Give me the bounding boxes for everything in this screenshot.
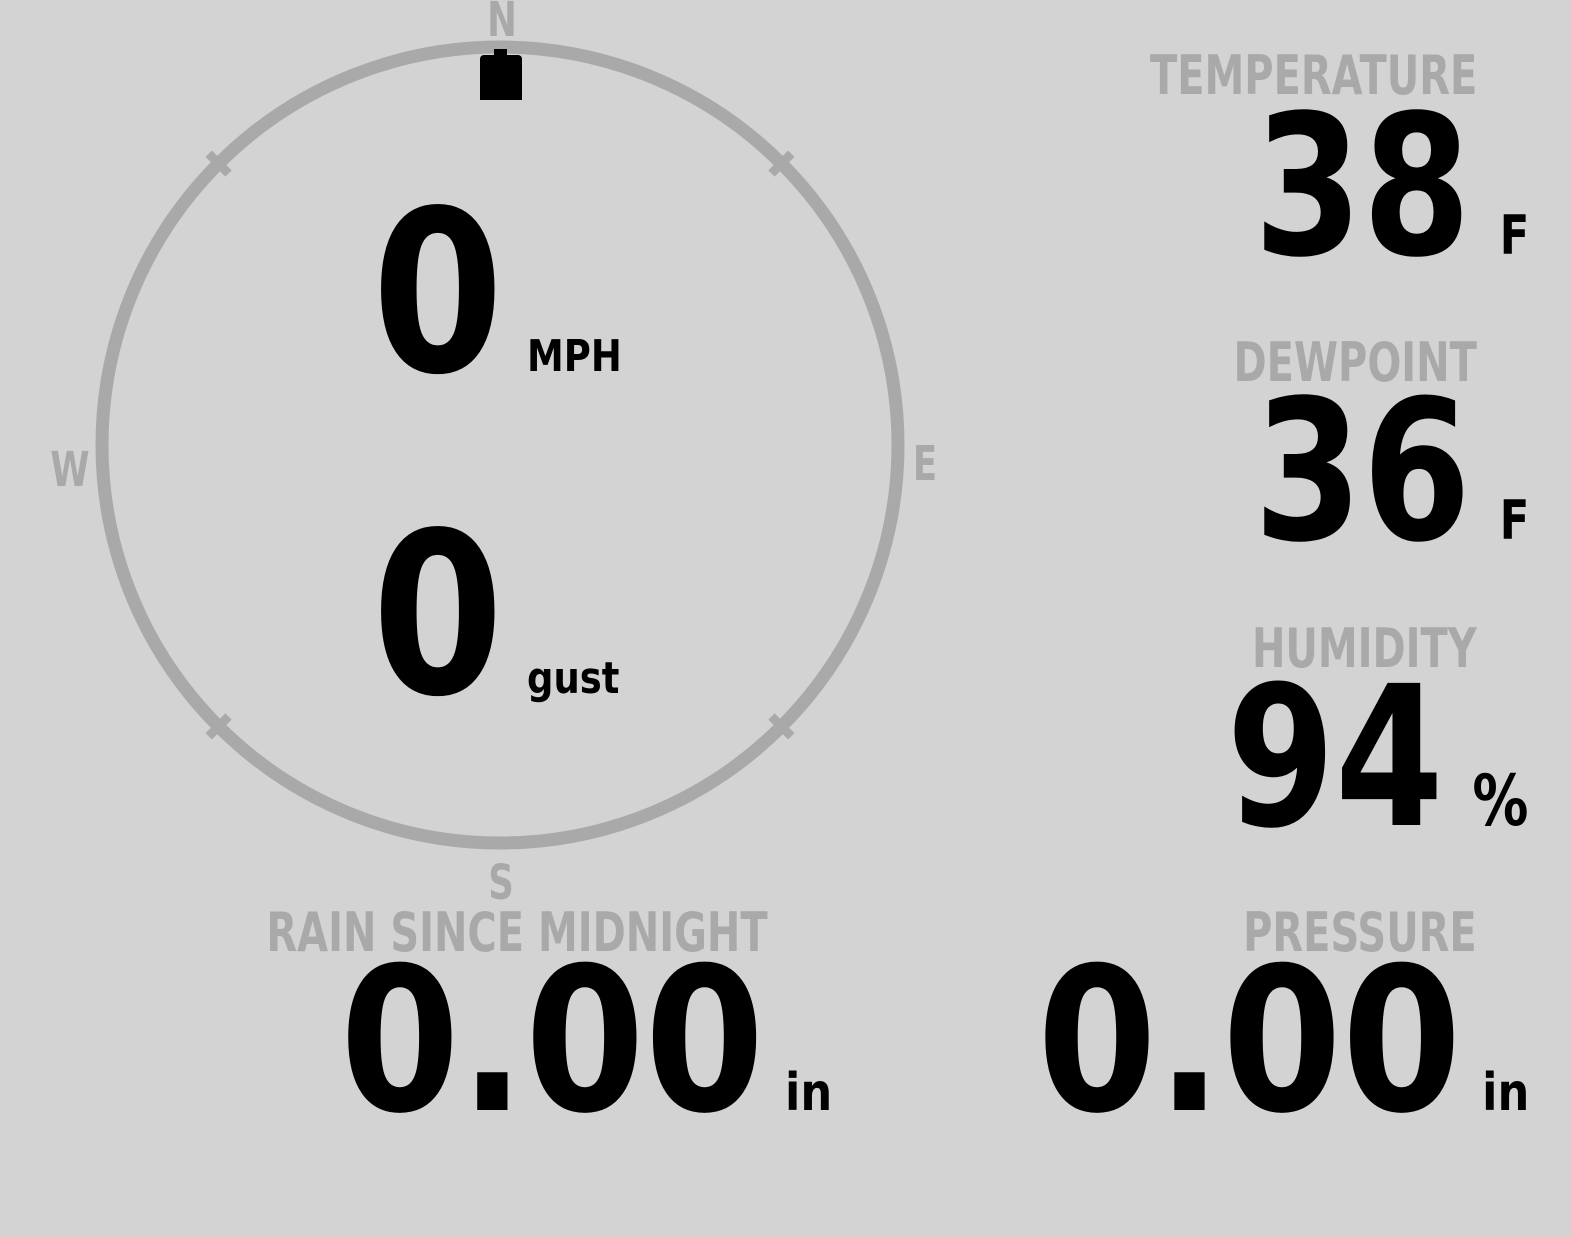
temperature-label: TEMPERATURE — [1149, 44, 1477, 107]
temperature-value: 38 — [1253, 73, 1471, 300]
temperature-value-row: 38 F — [1254, 89, 1529, 284]
pressure-value: 0.00 — [1036, 925, 1462, 1158]
compass-tick-ne — [768, 150, 795, 177]
dewpoint-value-row: 36 F — [1254, 374, 1529, 569]
wind-gust-value: 0 — [372, 485, 504, 747]
wind-gust-unit: gust — [527, 653, 620, 704]
compass-ring — [95, 40, 905, 850]
temperature-unit: F — [1499, 204, 1529, 267]
rain-value: 0.00 — [340, 925, 765, 1158]
pressure-value-row: 0.00 in — [1037, 942, 1529, 1142]
compass-west-label: W — [50, 442, 90, 498]
wind-gust-value-row: 0 gust — [372, 504, 619, 729]
compass-tick-se — [768, 713, 795, 740]
wind-speed-value: 0 — [372, 163, 504, 425]
compass-north-label: N — [487, 0, 517, 48]
rain-label: RAIN SINCE MIDNIGHT — [266, 901, 768, 964]
rain-value-row: 0.00 in — [340, 942, 832, 1142]
humidity-value: 94 — [1226, 644, 1445, 871]
humidity-value-row: 94 % — [1227, 660, 1529, 855]
wind-speed-value-row: 0 MPH — [372, 182, 622, 407]
rain-unit: in — [785, 1063, 833, 1123]
dewpoint-unit: F — [1499, 489, 1529, 552]
compass-tick-sw — [205, 713, 232, 740]
compass-south-label: S — [488, 855, 514, 911]
humidity-unit: % — [1472, 760, 1529, 842]
wind-speed-unit: MPH — [527, 331, 622, 382]
dewpoint-value: 36 — [1253, 358, 1471, 585]
dewpoint-label: DEWPOINT — [1233, 331, 1477, 394]
wind-direction-marker-icon — [480, 49, 522, 100]
pressure-label: PRESSURE — [1243, 901, 1477, 964]
pressure-unit: in — [1481, 1063, 1529, 1123]
humidity-label: HUMIDITY — [1252, 617, 1477, 680]
compass-east-label: E — [912, 436, 938, 492]
compass-tick-nw — [205, 150, 232, 177]
